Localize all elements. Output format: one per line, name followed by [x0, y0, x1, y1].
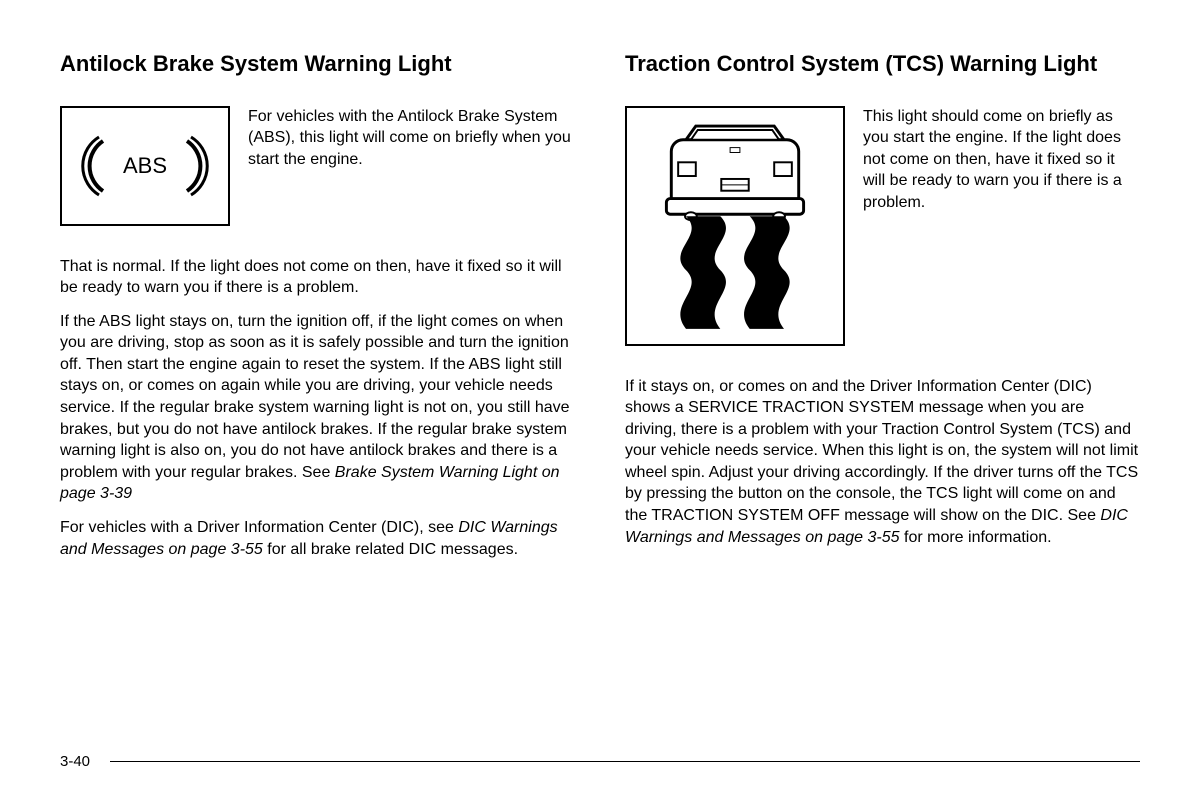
left-column: Antilock Brake System Warning Light ABS … [60, 50, 575, 770]
abs-p3-text-a: For vehicles with a Driver Information C… [60, 519, 458, 536]
abs-p3-text-b: for all brake related DIC messages. [263, 541, 518, 558]
abs-heading: Antilock Brake System Warning Light [60, 50, 575, 78]
tcs-warning-icon [625, 106, 845, 346]
page-number: 3-40 [60, 753, 90, 770]
svg-text:ABS: ABS [123, 153, 167, 178]
abs-icon-row: ABS For vehicles with the Antilock Brake… [60, 106, 575, 226]
tcs-icon-row: This light should come on briefly as you… [625, 106, 1140, 346]
abs-intro-text: For vehicles with the Antilock Brake Sys… [248, 106, 575, 171]
abs-p2-text: If the ABS light stays on, turn the igni… [60, 313, 570, 481]
page-footer: 3-40 [60, 753, 1140, 770]
tcs-p1-text-a: If it stays on, or comes on and the Driv… [625, 378, 1138, 525]
abs-paragraph-1: That is normal. If the light does not co… [60, 256, 575, 299]
tcs-paragraph-1: If it stays on, or comes on and the Driv… [625, 376, 1140, 549]
tcs-p1-text-b: for more information. [900, 529, 1052, 546]
right-column: Traction Control System (TCS) Warning Li… [625, 50, 1140, 770]
abs-warning-icon: ABS [60, 106, 230, 226]
tcs-heading: Traction Control System (TCS) Warning Li… [625, 50, 1140, 78]
abs-paragraph-3: For vehicles with a Driver Information C… [60, 517, 575, 560]
manual-page: Antilock Brake System Warning Light ABS … [60, 50, 1140, 770]
tcs-intro-text: This light should come on briefly as you… [863, 106, 1140, 214]
abs-paragraph-2: If the ABS light stays on, turn the igni… [60, 311, 575, 505]
footer-rule [110, 761, 1140, 762]
